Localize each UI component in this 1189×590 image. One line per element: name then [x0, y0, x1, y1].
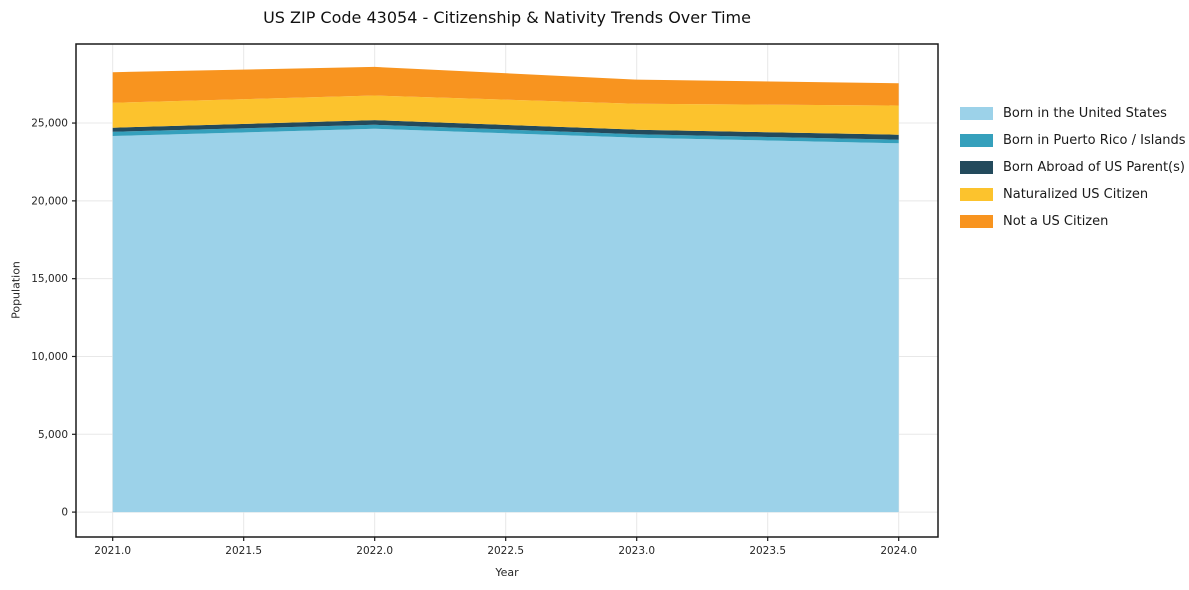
x-tick-label: 2022.5 — [487, 545, 524, 557]
legend-swatch-icon — [960, 134, 993, 147]
y-tick-label: 10,000 — [31, 351, 68, 363]
y-tick-label: 25,000 — [31, 118, 68, 130]
area-not-a-us-citizen — [112, 66, 899, 106]
y-tick-label: 20,000 — [31, 195, 68, 207]
x-tick-label: 2021.0 — [94, 545, 131, 557]
chart-title: US ZIP Code 43054 - Citizenship & Nativi… — [263, 8, 751, 27]
y-tick-label: 5,000 — [38, 429, 68, 441]
x-tick-label: 2021.5 — [225, 545, 262, 557]
x-tick-label: 2023.0 — [618, 545, 655, 557]
legend-swatch-icon — [960, 107, 993, 120]
legend-swatch-icon — [960, 215, 993, 228]
legend-label: Naturalized US Citizen — [1003, 187, 1149, 202]
legend-swatch-icon — [960, 161, 993, 174]
legend-label: Born in Puerto Rico / Islands — [1003, 133, 1186, 148]
y-axis-label: Population — [9, 261, 23, 319]
x-tick-label: 2023.5 — [749, 545, 786, 557]
legend-item: Naturalized US Citizen — [960, 181, 1186, 208]
legend-item: Born Abroad of US Parent(s) — [960, 154, 1186, 181]
legend-item: Born in Puerto Rico / Islands — [960, 127, 1186, 154]
x-tick-label: 2024.0 — [880, 545, 917, 557]
area-born-in-puerto-rico-islands — [112, 124, 899, 144]
legend-item: Born in the United States — [960, 100, 1186, 127]
y-tick-label: 0 — [61, 507, 68, 519]
x-tick-label: 2022.0 — [356, 545, 393, 557]
legend-label: Born in the United States — [1003, 106, 1167, 121]
legend-item: Not a US Citizen — [960, 208, 1186, 235]
area-born-abroad-of-us-parent-s — [112, 120, 899, 140]
area-naturalized-us-citizen — [112, 95, 899, 135]
legend-label: Not a US Citizen — [1003, 214, 1109, 229]
legend-swatch-icon — [960, 188, 993, 201]
area-born-in-the-united-states — [112, 128, 899, 513]
plot-frame — [75, 43, 939, 538]
legend: Born in the United States Born in Puerto … — [960, 100, 1186, 235]
legend-label: Born Abroad of US Parent(s) — [1003, 160, 1185, 175]
y-tick-label: 15,000 — [31, 273, 68, 285]
x-axis-label: Year — [495, 566, 519, 579]
